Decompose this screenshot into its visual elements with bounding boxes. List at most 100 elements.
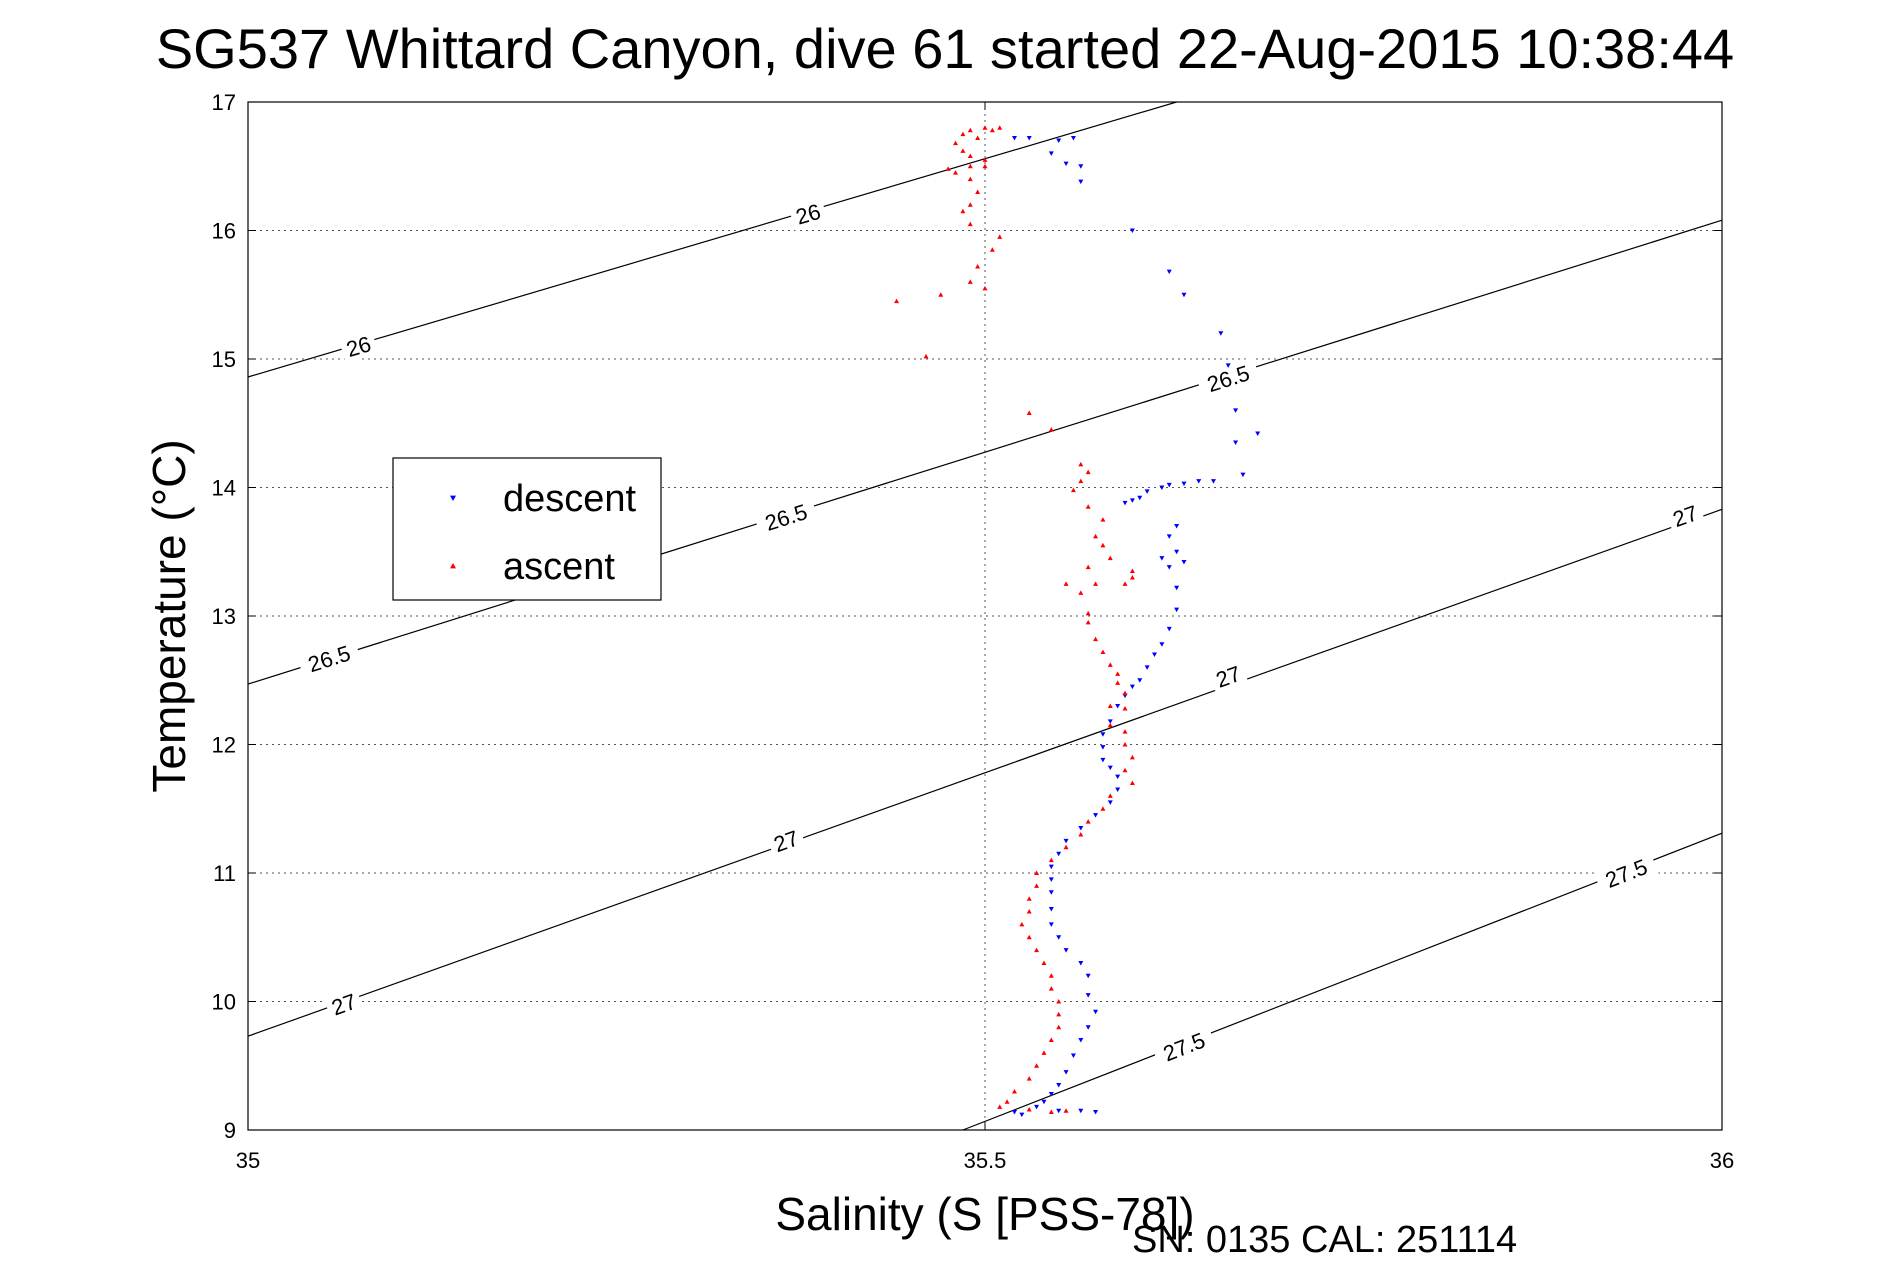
isopycnal-label-bg-2-0: [323, 986, 365, 1023]
chart-title: SG537 Whittard Canyon, dive 61 started 2…: [156, 17, 1734, 80]
ascent-point-57: [1122, 742, 1128, 747]
ascent-point-32: [1070, 487, 1076, 493]
ascent-point-24: [938, 292, 944, 297]
ascent-point-72: [1026, 934, 1032, 940]
ascent-point-62: [1100, 806, 1106, 811]
ascent-point-61: [1107, 793, 1113, 798]
y-tick-label-1: 10: [212, 990, 236, 1015]
ascent-point-14: [982, 163, 988, 169]
descent-point-33: [1174, 607, 1180, 613]
descent-point-36: [1152, 652, 1158, 658]
descent-point-17: [1210, 479, 1216, 484]
descent-point-70: [1048, 1092, 1054, 1097]
ascent-point-21: [975, 263, 981, 269]
descent-point-65: [1085, 1025, 1091, 1030]
x-tick-label-2: 36: [1710, 1148, 1734, 1173]
y-axis-label: Temperature (°C): [143, 439, 195, 792]
descent-point-59: [1056, 935, 1062, 940]
axis-ticks: 9 10 11 12 13 14 15 16 17 35 35.5 36: [212, 90, 1735, 1173]
grid: [247, 101, 1723, 1131]
descent-point-11: [1218, 331, 1224, 336]
ascent-point-52: [1122, 690, 1128, 696]
isopycnal-label-bg-2-2: [1207, 658, 1249, 695]
descent-point-23: [1137, 495, 1143, 501]
ascent-point-30: [1085, 469, 1091, 475]
descent-point-44: [1100, 745, 1106, 750]
ascent-point-84: [1011, 1088, 1017, 1094]
x-axis-label: Salinity (S [PSS-78]): [775, 1188, 1194, 1240]
ascent-point-43: [1122, 581, 1128, 586]
descent-point-22: [1144, 489, 1150, 494]
ascent-point-1: [967, 127, 973, 133]
descent-point-34: [1166, 626, 1172, 632]
descent-point-60: [1063, 948, 1069, 953]
descent-point-2: [1056, 138, 1062, 144]
descent-point-38: [1137, 678, 1143, 683]
ascent-point-46: [1085, 619, 1091, 625]
descent-point-53: [1056, 851, 1062, 857]
ascent-point-81: [1041, 1050, 1047, 1055]
isopycnal-label-bg-3-0: [1151, 1023, 1217, 1070]
ascent-point-70: [1026, 909, 1032, 914]
descent-point-43: [1100, 732, 1106, 737]
ascent-point-66: [1048, 857, 1054, 863]
descent-point-71: [1041, 1099, 1047, 1105]
ascent-point-29: [1078, 461, 1084, 467]
ascent-point-88: [1048, 1109, 1054, 1115]
descent-point-25: [1122, 500, 1128, 506]
descent-point-28: [1174, 549, 1180, 555]
ascent-point-65: [1063, 844, 1069, 850]
ascent-point-35: [1093, 533, 1099, 539]
isopycnal-26: [247, 101, 1177, 378]
ascent-point-19: [997, 234, 1003, 239]
descent-point-63: [1085, 993, 1091, 998]
legend-label-descent: descent: [503, 478, 637, 520]
ascent-point-27: [1026, 410, 1032, 415]
ascent-point-69: [1026, 896, 1032, 901]
descent-point-68: [1063, 1070, 1069, 1075]
descent-point-19: [1181, 481, 1187, 487]
descent-point-48: [1115, 787, 1121, 792]
ascent-point-50: [1115, 671, 1121, 676]
ascent-point-10: [967, 163, 973, 169]
descent-point-5: [1063, 161, 1069, 167]
ascent-point-28: [1048, 427, 1054, 432]
y-tick-label-6: 15: [212, 347, 236, 372]
descent-point-52: [1063, 838, 1069, 844]
descent-point-21: [1159, 485, 1165, 490]
descent-point-13: [1233, 408, 1239, 413]
ascent-point-53: [1107, 703, 1113, 708]
ascent-point-80: [1048, 1037, 1054, 1043]
descent-point-47: [1115, 774, 1121, 780]
legend-marker-ascent: [450, 563, 456, 569]
y-tick-label-4: 13: [212, 604, 236, 629]
descent-point-57: [1048, 906, 1054, 912]
ascent-point-25: [894, 298, 900, 304]
descent-point-76: [1011, 1110, 1017, 1115]
descent-point-51: [1078, 826, 1084, 831]
ascent-point-39: [1129, 568, 1135, 574]
legend-label-ascent: ascent: [503, 546, 615, 588]
ascent-point-6: [953, 140, 959, 146]
descent-point-7: [1078, 179, 1084, 185]
descent-point-42: [1107, 719, 1113, 724]
descent-point-1: [1026, 135, 1032, 141]
x-tick-label-0: 35: [236, 1148, 260, 1173]
descent-point-75: [1093, 1110, 1099, 1115]
ascent-point-26: [923, 353, 929, 359]
ascent-point-71: [1019, 921, 1025, 927]
descent-point-41: [1115, 703, 1121, 709]
descent-point-6: [1078, 164, 1084, 169]
ascent-point-18: [967, 221, 973, 227]
ascent-point-7: [960, 148, 966, 153]
y-tick-label-3: 12: [212, 733, 236, 758]
descent-point-46: [1107, 765, 1113, 771]
isopycnal-label-bg-3-1: [1593, 849, 1659, 897]
plot-frame: [247, 101, 1723, 1131]
ascent-point-41: [1063, 581, 1069, 586]
descent-point-58: [1048, 922, 1054, 927]
y-tick-label-8: 17: [212, 90, 236, 115]
y-tick-label-7: 16: [212, 219, 236, 244]
ascent-point-82: [1034, 1063, 1040, 1068]
